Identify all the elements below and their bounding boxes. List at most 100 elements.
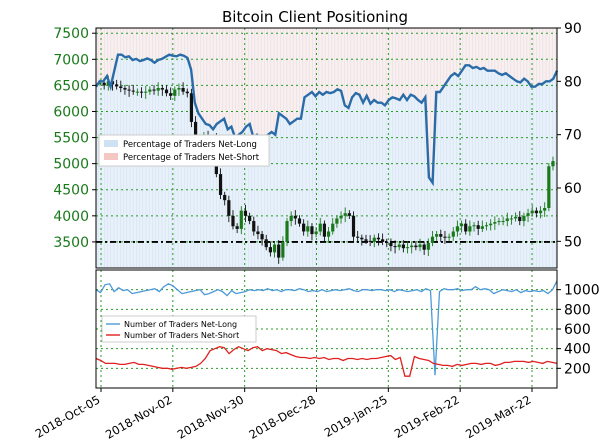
- candle-body: [326, 231, 331, 237]
- left-tick-label: 5000: [53, 157, 89, 173]
- candle-body: [277, 244, 281, 258]
- series-line: [95, 345, 558, 377]
- candle-body: [493, 222, 497, 224]
- candle-body: [227, 200, 231, 216]
- candle-body: [385, 241, 389, 243]
- candle-body: [505, 218, 509, 222]
- candle-body: [551, 161, 555, 167]
- candle-body: [518, 216, 522, 222]
- candle-body: [98, 82, 102, 84]
- candle-body: [119, 86, 123, 88]
- candle-body: [144, 91, 148, 93]
- candle-body: [422, 244, 426, 250]
- top-panel: 3500 4000 4500 5000 5500 6000 6500 7000 7500 50 60…: [53, 21, 582, 269]
- candle-body: [351, 215, 356, 237]
- candle-body: [152, 89, 156, 91]
- candle-body: [538, 210, 543, 214]
- candle-body: [189, 93, 194, 122]
- candle-body: [272, 244, 277, 253]
- right-tick-label: 1000: [564, 283, 600, 299]
- candle-body: [289, 215, 293, 222]
- right-tick-label: 200: [564, 361, 591, 377]
- x-tick-label: 2018-Dec-28: [247, 392, 318, 441]
- candle-body: [164, 89, 169, 94]
- left-tick-label: 7500: [53, 26, 89, 42]
- top-plot-frame: [95, 27, 558, 269]
- left-tick-label: 5500: [53, 131, 89, 147]
- candle-body: [181, 88, 185, 92]
- candle-body: [148, 89, 152, 92]
- candle-body: [484, 225, 489, 227]
- candle-body: [318, 223, 322, 232]
- candle-body: [343, 213, 347, 216]
- legend-swatch: [104, 153, 118, 160]
- chart-title: Bitcoin Client Positioning: [222, 8, 408, 26]
- candle-body: [302, 223, 306, 232]
- legend-swatch: [104, 140, 118, 147]
- candle-body: [376, 237, 381, 240]
- right-tick-label: 800: [564, 302, 591, 318]
- candle-body: [522, 215, 526, 222]
- candle-body: [497, 221, 501, 223]
- candle-body: [381, 239, 385, 242]
- candle-body: [459, 223, 464, 227]
- legend-label: Percentage of Traders Net-Long: [123, 140, 257, 150]
- x-tick-label: 2018-Nov-30: [175, 392, 246, 441]
- candle-body: [451, 231, 455, 237]
- candle-body: [443, 236, 447, 238]
- candle-body: [239, 210, 243, 229]
- candle-body: [177, 88, 181, 90]
- legend-bottom: Number of Traders Net-Long Number of Trad…: [101, 315, 257, 343]
- candle-body: [439, 234, 443, 237]
- legend-bottom-box: [101, 315, 257, 343]
- series-line: [95, 280, 558, 376]
- candle-body: [480, 226, 484, 229]
- candle-body: [393, 246, 397, 248]
- candle-body: [543, 208, 547, 211]
- candle-body: [264, 239, 268, 248]
- candle-body: [410, 245, 414, 248]
- right-tick-label: 400: [564, 342, 591, 358]
- candle-body: [339, 215, 343, 219]
- left-tick-label: 6500: [53, 78, 89, 94]
- candle-body: [115, 84, 119, 87]
- candle-body: [418, 244, 422, 248]
- candle-body: [464, 223, 468, 232]
- candle-body: [139, 91, 144, 93]
- candle-body: [297, 218, 302, 224]
- candle-body: [335, 218, 339, 224]
- candle-body: [285, 221, 289, 242]
- candle-body: [534, 210, 538, 214]
- x-tick-label: 2019-Jan-25: [322, 392, 390, 439]
- x-tick-label: 2018-Nov-02: [103, 392, 174, 441]
- candle-body: [435, 234, 439, 237]
- candle-body: [293, 215, 297, 219]
- candle-body: [509, 218, 514, 220]
- candle-body: [397, 244, 401, 248]
- candle-body: [306, 226, 310, 232]
- legend-label: Percentage of Traders Net-Short: [123, 153, 260, 163]
- candle-body: [185, 91, 189, 94]
- candle-body: [414, 245, 418, 248]
- left-tick-label: 6000: [53, 104, 89, 120]
- net-long-pct-line: [95, 53, 559, 187]
- candle-body: [364, 239, 368, 241]
- left-tick-label: 3500: [53, 235, 89, 251]
- candle-body: [252, 221, 256, 232]
- candle-body: [530, 210, 534, 214]
- candle-body: [102, 82, 106, 86]
- candle-body: [513, 216, 518, 219]
- x-tick-label: 2019-Feb-22: [392, 392, 462, 440]
- right-tick-label: 600: [564, 322, 591, 338]
- candle-body: [135, 91, 140, 93]
- candle-body: [193, 121, 198, 138]
- candle-body: [389, 242, 393, 247]
- right-tick-label: 60: [564, 181, 582, 197]
- candle-body: [368, 240, 372, 242]
- candle-body: [123, 88, 127, 90]
- candle-body: [347, 213, 351, 216]
- right-tick-label: 90: [564, 21, 582, 37]
- candle-body: [156, 88, 160, 91]
- legend-top: Percentage of Traders Net-Long Percentage…: [98, 134, 270, 167]
- candle-body: [127, 89, 131, 91]
